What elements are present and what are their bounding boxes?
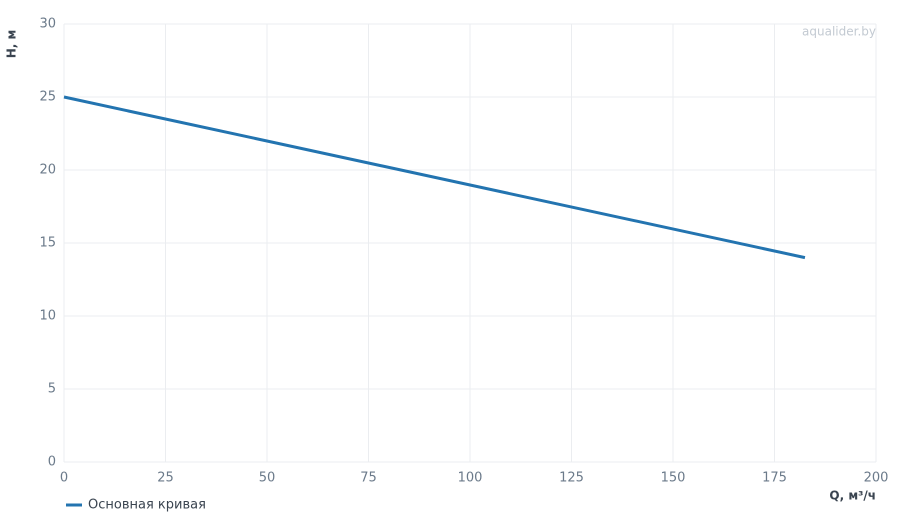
y-tick-label: 20 (39, 163, 56, 178)
y-tick-label: 5 (48, 382, 56, 397)
x-tick-label: 25 (157, 471, 174, 486)
x-tick-label: 175 (762, 471, 787, 486)
x-axis-label: Q, м³/ч (829, 489, 876, 503)
y-tick-label: 15 (39, 236, 56, 251)
legend-label: Основная кривая (88, 498, 206, 513)
x-tick-label: 125 (559, 471, 584, 486)
x-tick-label: 50 (259, 471, 276, 486)
x-tick-label: 0 (60, 471, 68, 486)
y-tick-label: 25 (39, 90, 56, 105)
x-tick-label: 100 (458, 471, 483, 486)
x-tick-label: 75 (360, 471, 377, 486)
y-tick-label: 30 (39, 17, 56, 32)
y-axis-label: H, м (5, 30, 19, 59)
y-tick-label: 0 (48, 455, 56, 470)
y-tick-label: 10 (39, 309, 56, 324)
x-tick-label: 200 (864, 471, 889, 486)
x-tick-label: 150 (661, 471, 686, 486)
watermark: aqualider.by (802, 25, 876, 39)
line-series (63, 95, 806, 260)
